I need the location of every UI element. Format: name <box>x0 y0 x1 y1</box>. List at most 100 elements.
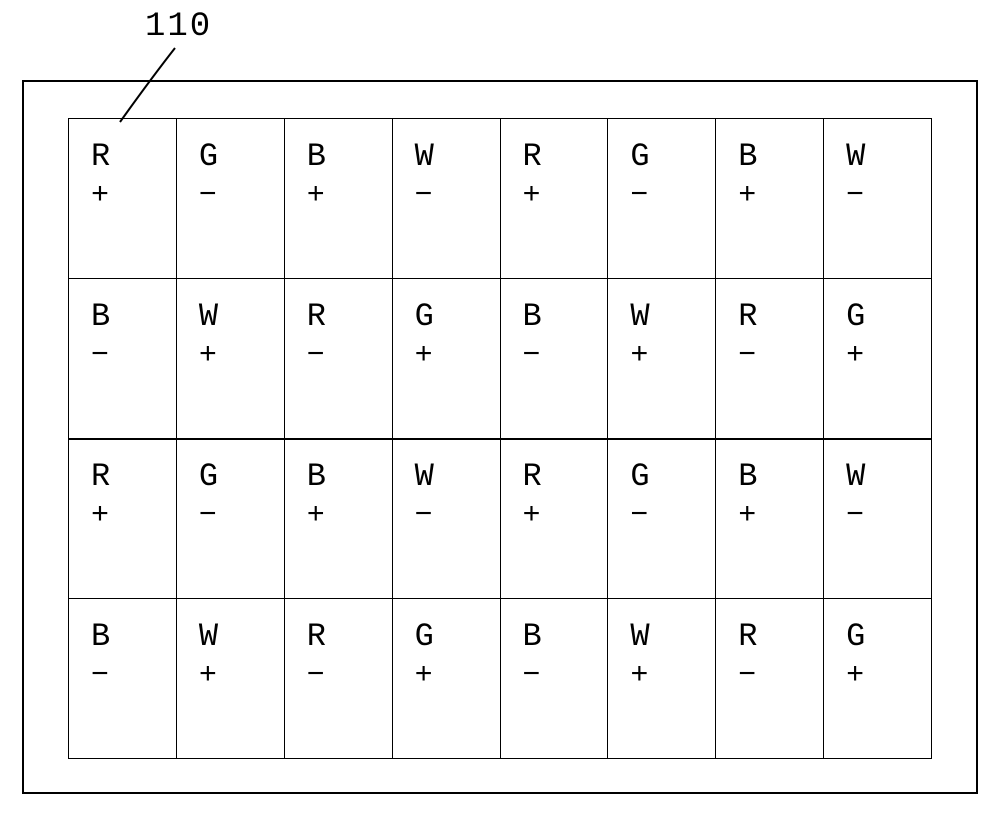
cell-polarity-sign: − <box>307 341 391 371</box>
cell-letter: W <box>630 301 714 333</box>
cell-letter: R <box>91 461 175 493</box>
pixel-grid-container: R+G−B+W−R+G−B+W−B−W+R−G+B−W+R−G+R+G−B+W−… <box>68 118 932 758</box>
cell-polarity-sign: + <box>91 181 175 211</box>
cell-polarity-sign: − <box>415 181 499 211</box>
cell-letter: B <box>738 461 822 493</box>
grid-cell: R+ <box>69 119 177 279</box>
cell-letter: B <box>307 141 391 173</box>
cell-letter: R <box>91 141 175 173</box>
grid-cell: B− <box>500 279 608 439</box>
cell-letter: B <box>91 621 175 653</box>
cell-polarity-sign: + <box>415 341 499 371</box>
grid-cell: B+ <box>284 439 392 599</box>
grid-cell: W+ <box>608 599 716 759</box>
cell-letter: W <box>415 141 499 173</box>
cell-letter: B <box>523 621 607 653</box>
cell-polarity-sign: + <box>846 341 930 371</box>
cell-polarity-sign: − <box>846 501 930 531</box>
grid-cell: R− <box>284 279 392 439</box>
cell-letter: R <box>738 621 822 653</box>
cell-polarity-sign: − <box>523 341 607 371</box>
grid-cell: B+ <box>284 119 392 279</box>
cell-polarity-sign: − <box>630 181 714 211</box>
cell-letter: G <box>415 621 499 653</box>
cell-polarity-sign: + <box>91 501 175 531</box>
grid-cell: W− <box>824 439 932 599</box>
cell-polarity-sign: + <box>630 661 714 691</box>
cell-polarity-sign: − <box>307 661 391 691</box>
grid-cell: G− <box>176 119 284 279</box>
cell-letter: W <box>199 301 283 333</box>
cell-polarity-sign: + <box>199 661 283 691</box>
cell-letter: W <box>415 461 499 493</box>
cell-polarity-sign: + <box>630 341 714 371</box>
cell-polarity-sign: − <box>630 501 714 531</box>
cell-polarity-sign: − <box>846 181 930 211</box>
grid-cell: R− <box>716 279 824 439</box>
grid-row: B−W+R−G+B−W+R−G+ <box>69 279 932 439</box>
cell-polarity-sign: + <box>738 181 822 211</box>
cell-letter: G <box>846 301 930 333</box>
cell-polarity-sign: + <box>523 181 607 211</box>
grid-cell: B+ <box>716 439 824 599</box>
cell-letter: B <box>523 301 607 333</box>
grid-cell: G+ <box>824 279 932 439</box>
cell-letter: G <box>415 301 499 333</box>
cell-letter: W <box>846 141 930 173</box>
cell-polarity-sign: − <box>199 501 283 531</box>
grid-row: B−W+R−G+B−W+R−G+ <box>69 599 932 759</box>
grid-cell: B− <box>500 599 608 759</box>
cell-letter: G <box>846 621 930 653</box>
grid-cell: W+ <box>176 279 284 439</box>
cell-polarity-sign: − <box>415 501 499 531</box>
cell-letter: G <box>199 141 283 173</box>
grid-cell: R+ <box>69 439 177 599</box>
cell-polarity-sign: − <box>738 661 822 691</box>
grid-cell: G− <box>608 439 716 599</box>
cell-letter: R <box>738 301 822 333</box>
grid-cell: R+ <box>500 119 608 279</box>
grid-cell: B− <box>69 599 177 759</box>
grid-mid-divider <box>68 438 932 440</box>
cell-letter: W <box>199 621 283 653</box>
figure-canvas: 110 R+G−B+W−R+G−B+W−B−W+R−G+B−W+R−G+R+G−… <box>0 0 1000 814</box>
grid-cell: B+ <box>716 119 824 279</box>
cell-polarity-sign: − <box>91 341 175 371</box>
grid-cell: B− <box>69 279 177 439</box>
cell-letter: R <box>523 461 607 493</box>
grid-cell: R− <box>284 599 392 759</box>
cell-letter: G <box>630 461 714 493</box>
grid-cell: W+ <box>608 279 716 439</box>
grid-cell: G− <box>608 119 716 279</box>
grid-cell: G+ <box>824 599 932 759</box>
grid-cell: W+ <box>176 599 284 759</box>
grid-row: R+G−B+W−R+G−B+W− <box>69 119 932 279</box>
cell-polarity-sign: + <box>846 661 930 691</box>
cell-letter: R <box>523 141 607 173</box>
cell-letter: R <box>307 621 391 653</box>
cell-polarity-sign: + <box>307 181 391 211</box>
cell-polarity-sign: + <box>199 341 283 371</box>
cell-polarity-sign: − <box>738 341 822 371</box>
cell-letter: W <box>846 461 930 493</box>
cell-letter: B <box>91 301 175 333</box>
cell-polarity-sign: − <box>199 181 283 211</box>
cell-letter: G <box>630 141 714 173</box>
cell-letter: B <box>738 141 822 173</box>
cell-polarity-sign: + <box>523 501 607 531</box>
cell-polarity-sign: + <box>307 501 391 531</box>
cell-letter: W <box>630 621 714 653</box>
grid-cell: G+ <box>392 599 500 759</box>
cell-polarity-sign: + <box>738 501 822 531</box>
cell-polarity-sign: − <box>523 661 607 691</box>
cell-letter: R <box>307 301 391 333</box>
cell-letter: G <box>199 461 283 493</box>
grid-cell: W− <box>824 119 932 279</box>
grid-cell: W− <box>392 439 500 599</box>
grid-cell: G+ <box>392 279 500 439</box>
grid-row: R+G−B+W−R+G−B+W− <box>69 439 932 599</box>
grid-cell: W− <box>392 119 500 279</box>
cell-letter: B <box>307 461 391 493</box>
cell-polarity-sign: + <box>415 661 499 691</box>
grid-cell: R+ <box>500 439 608 599</box>
